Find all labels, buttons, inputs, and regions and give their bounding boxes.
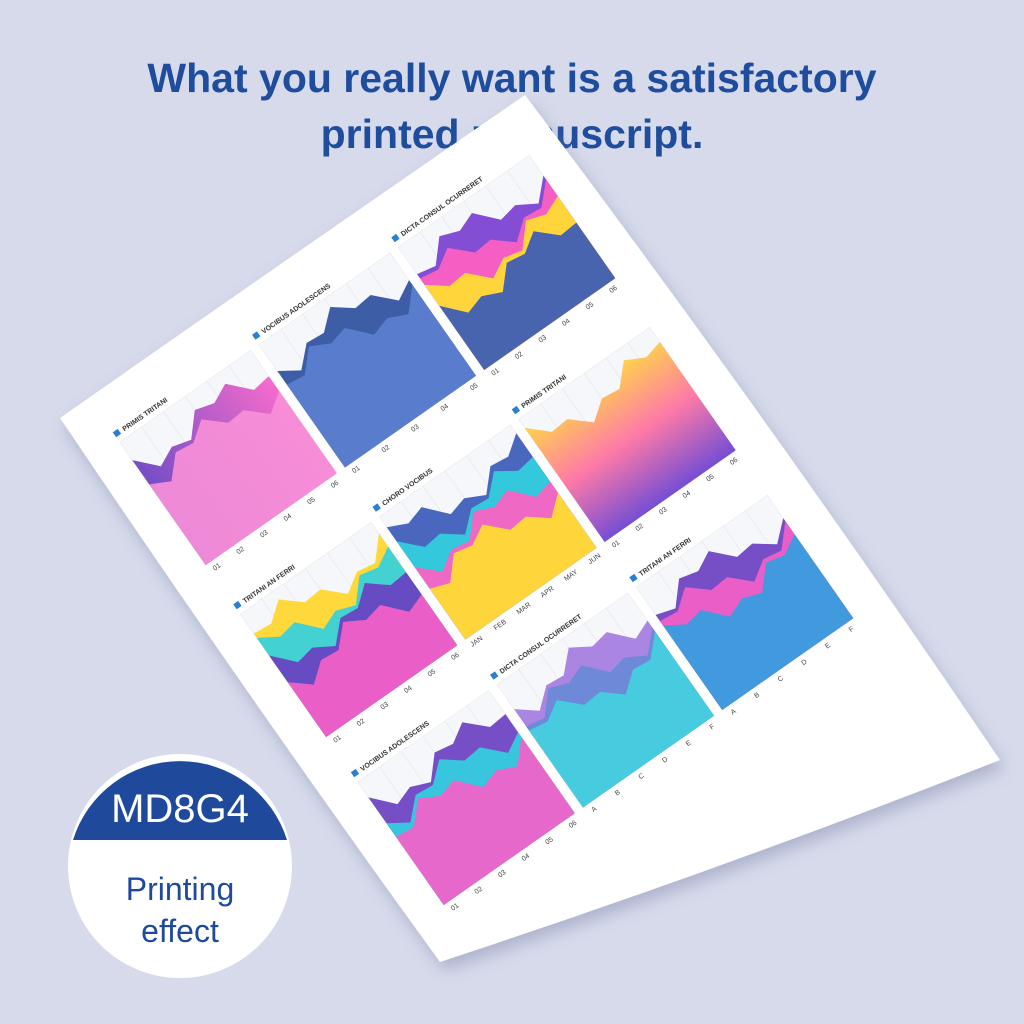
panel-shape <box>528 631 715 808</box>
badge-caption: Printing <box>126 871 235 907</box>
panel-label: 06 <box>568 820 578 830</box>
badge-caption: effect <box>141 913 219 949</box>
headline: What you really want is a satisfactory <box>147 55 876 101</box>
panel-label: 01 <box>332 734 342 744</box>
panel-shape <box>287 594 458 738</box>
panel-label: E <box>685 739 693 748</box>
panel-label: 04 <box>403 685 413 695</box>
panel-label: 01 <box>450 902 460 912</box>
panel-label: C <box>638 772 646 781</box>
panel-label: 06 <box>729 457 739 467</box>
panel-label: 03 <box>410 423 420 433</box>
panel-label: F <box>709 723 717 731</box>
panel-label: A <box>590 805 598 814</box>
panel-shape <box>286 284 477 468</box>
panel-label: 01 <box>490 367 500 377</box>
badge: MD8G4 Printing effect <box>68 754 292 978</box>
panel-label: F <box>848 626 856 634</box>
panel-label: 06 <box>450 652 460 662</box>
panel-bullet <box>391 233 400 243</box>
panel-label: 05 <box>544 836 554 846</box>
panel-bullet <box>629 573 638 583</box>
panel-label: 06 <box>608 285 618 295</box>
panel-bullet <box>511 405 521 415</box>
panel-label: 06 <box>330 480 340 490</box>
panel-shape <box>663 534 854 710</box>
panel-label: D <box>800 658 808 667</box>
panel-label: 05 <box>705 473 715 483</box>
panel-label: 02 <box>381 444 391 454</box>
panel-label: 03 <box>658 506 668 516</box>
panel-shape <box>429 492 597 640</box>
panel-label: 05 <box>427 668 437 678</box>
panel-label: 01 <box>212 562 222 572</box>
panel-label: 05 <box>469 382 479 392</box>
panel-label: 04 <box>521 853 531 863</box>
panel-bullet <box>350 768 360 778</box>
panel-label: 02 <box>235 546 245 556</box>
panel-label: 01 <box>611 539 621 549</box>
panel-bullet <box>372 503 381 512</box>
panel-label: 03 <box>259 529 269 539</box>
panel-label: 02 <box>634 523 644 533</box>
panel-bullet <box>112 428 122 438</box>
panel-label: 01 <box>351 465 361 475</box>
panel-label: 04 <box>561 318 571 328</box>
panel-label: 05 <box>306 496 316 506</box>
panel-shape <box>149 391 337 566</box>
panel-label: E <box>824 642 832 651</box>
panel-bullet <box>233 600 242 610</box>
panel-label: 04 <box>440 403 450 413</box>
panel-bullet <box>252 331 261 340</box>
panel-label: B <box>753 691 761 700</box>
panel-label: 03 <box>538 334 548 344</box>
panel-label: C <box>777 675 785 684</box>
panel-label: 03 <box>497 869 507 879</box>
panel-shape <box>524 341 736 543</box>
badge-model: MD8G4 <box>111 787 249 831</box>
panel-bullet <box>490 671 499 680</box>
panel-label: 05 <box>585 301 595 311</box>
panel-label: 03 <box>380 701 390 711</box>
panel-label: 02 <box>474 886 484 896</box>
panel-label: 04 <box>283 513 293 523</box>
panel-label: B <box>614 789 622 798</box>
panel-shape <box>439 222 616 371</box>
panel-label: A <box>730 708 738 717</box>
panel-shape <box>395 736 575 905</box>
panel-label: 02 <box>356 718 366 728</box>
panel-label: 02 <box>514 351 524 361</box>
panel-label: 04 <box>682 490 692 500</box>
badge-top <box>73 761 287 840</box>
panel-label: D <box>661 756 669 765</box>
